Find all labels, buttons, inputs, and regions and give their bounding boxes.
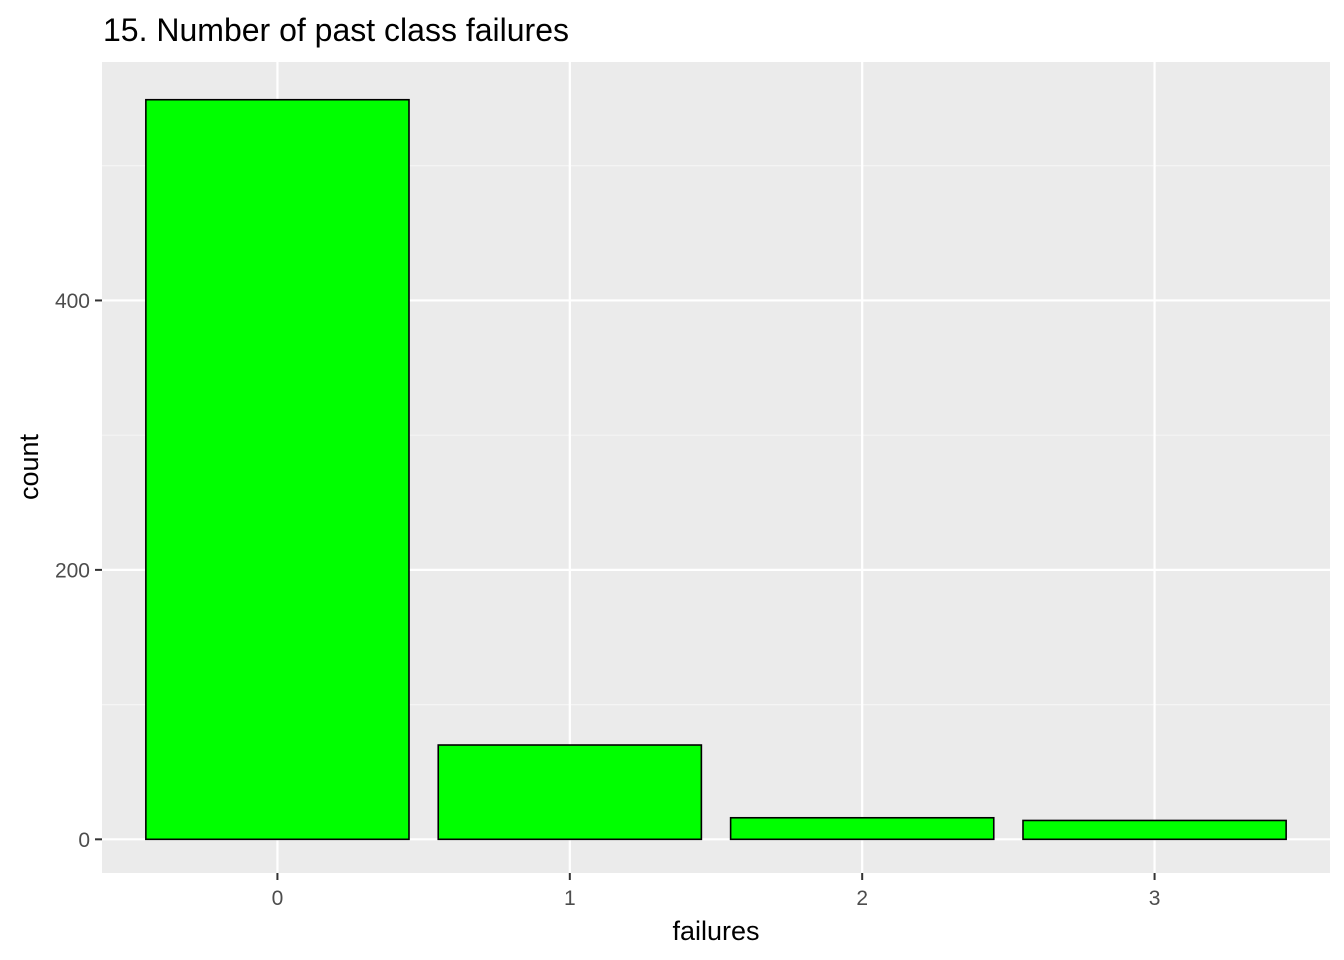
y-axis-ticks: 0 200 400	[55, 290, 102, 852]
x-tick-label: 1	[564, 887, 576, 910]
y-tick-label: 200	[55, 559, 90, 582]
bar	[145, 98, 410, 841]
bar	[729, 816, 995, 841]
x-tick-label: 3	[1149, 887, 1161, 910]
x-axis-title: failures	[672, 916, 759, 946]
x-tick-label: 0	[272, 887, 284, 910]
y-tick-label: 400	[55, 290, 90, 313]
bars	[145, 98, 1287, 841]
x-tick-label: 2	[856, 887, 868, 910]
bar	[437, 744, 703, 841]
x-axis-ticks: 0 1 2 3	[272, 873, 1161, 910]
y-tick-label: 0	[78, 829, 90, 852]
chart-title: 15. Number of past class failures	[103, 12, 569, 48]
y-axis-title: count	[14, 433, 44, 500]
bar	[1022, 819, 1287, 841]
